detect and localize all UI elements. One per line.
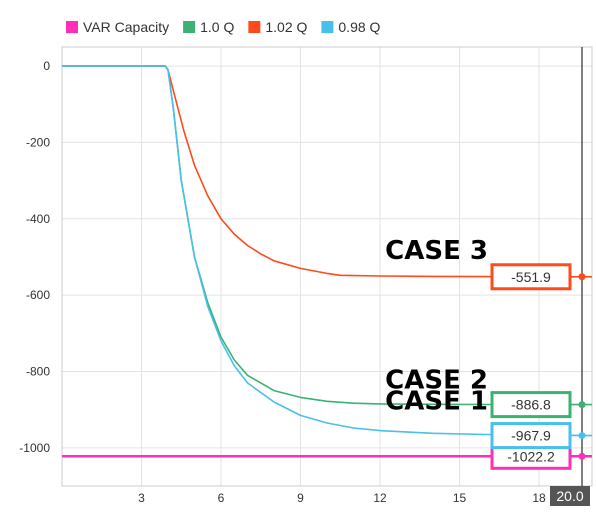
value-dot-var-capacity: [578, 452, 586, 460]
legend-item-var-capacity[interactable]: VAR Capacity: [66, 19, 169, 35]
series-lines: [62, 65, 593, 458]
legend-swatch: [321, 21, 334, 33]
x-tick-label: 9: [297, 491, 304, 505]
y-tick-label: -400: [26, 212, 50, 226]
legend-label: 0.98 Q: [338, 19, 380, 35]
value-callouts: -1022.2 -886.8 -551.9 -967.9: [490, 263, 586, 470]
legend: VAR Capacity 1.0 Q 1.02 Q 0.98 Q: [66, 19, 381, 35]
value-label-var-capacity: -1022.2: [507, 448, 555, 464]
grid: [62, 47, 592, 486]
y-tick-label: -1000: [19, 441, 50, 455]
x-tick-label: 15: [453, 491, 467, 505]
legend-swatch: [66, 21, 78, 33]
y-tick-label: 0: [43, 59, 50, 73]
value-dot-0-98-q: [578, 432, 586, 440]
legend-label: 1.0 Q: [200, 19, 234, 35]
cursor-x-label: 20.0: [556, 488, 583, 504]
annotation-case-2: CASE 2: [385, 366, 488, 396]
x-axis: 3 6 9 12 15 18: [138, 491, 546, 505]
value-box-1-02-q: [490, 263, 572, 291]
legend-label: 1.02 Q: [265, 19, 307, 35]
y-tick-label: -600: [26, 288, 50, 302]
value-dot-1-02-q: [578, 273, 586, 281]
value-label-0-98-q: -967.9: [511, 428, 551, 444]
x-tick-label: 12: [373, 491, 387, 505]
value-box-0-98-q: [490, 422, 572, 450]
x-tick-label: 18: [532, 491, 546, 505]
legend-item-0-98-q[interactable]: 0.98 Q: [321, 19, 381, 35]
y-axis: 0 -200 -400 -600 -800 -1000: [19, 59, 50, 455]
value-label-1-0-q: -886.8: [511, 397, 551, 413]
series-line-0-98-q: [62, 65, 593, 437]
y-tick-label: -200: [26, 135, 50, 149]
x-tick-label: 6: [218, 491, 225, 505]
legend-item-1-02-q[interactable]: 1.02 Q: [248, 19, 307, 35]
legend-swatch: [248, 21, 261, 33]
x-tick-label: 3: [138, 491, 145, 505]
value-label-1-02-q: -551.9: [511, 269, 551, 285]
legend-label: VAR Capacity: [83, 19, 169, 35]
annotation-case-3: CASE 3: [385, 236, 488, 266]
value-dot-1-0-q: [578, 401, 586, 409]
value-box-1-0-q: [490, 391, 572, 419]
cursor-x-badge: [550, 486, 590, 506]
cursor[interactable]: 20.0: [550, 47, 590, 506]
y-tick-label: -800: [26, 364, 50, 378]
legend-item-1-0-q[interactable]: 1.0 Q: [183, 19, 234, 35]
annotation-case-1: CASE 1: [385, 387, 488, 417]
legend-swatch: [183, 21, 196, 33]
plot-frame: [61, 46, 593, 487]
series-line-1-02-q: [62, 65, 592, 278]
